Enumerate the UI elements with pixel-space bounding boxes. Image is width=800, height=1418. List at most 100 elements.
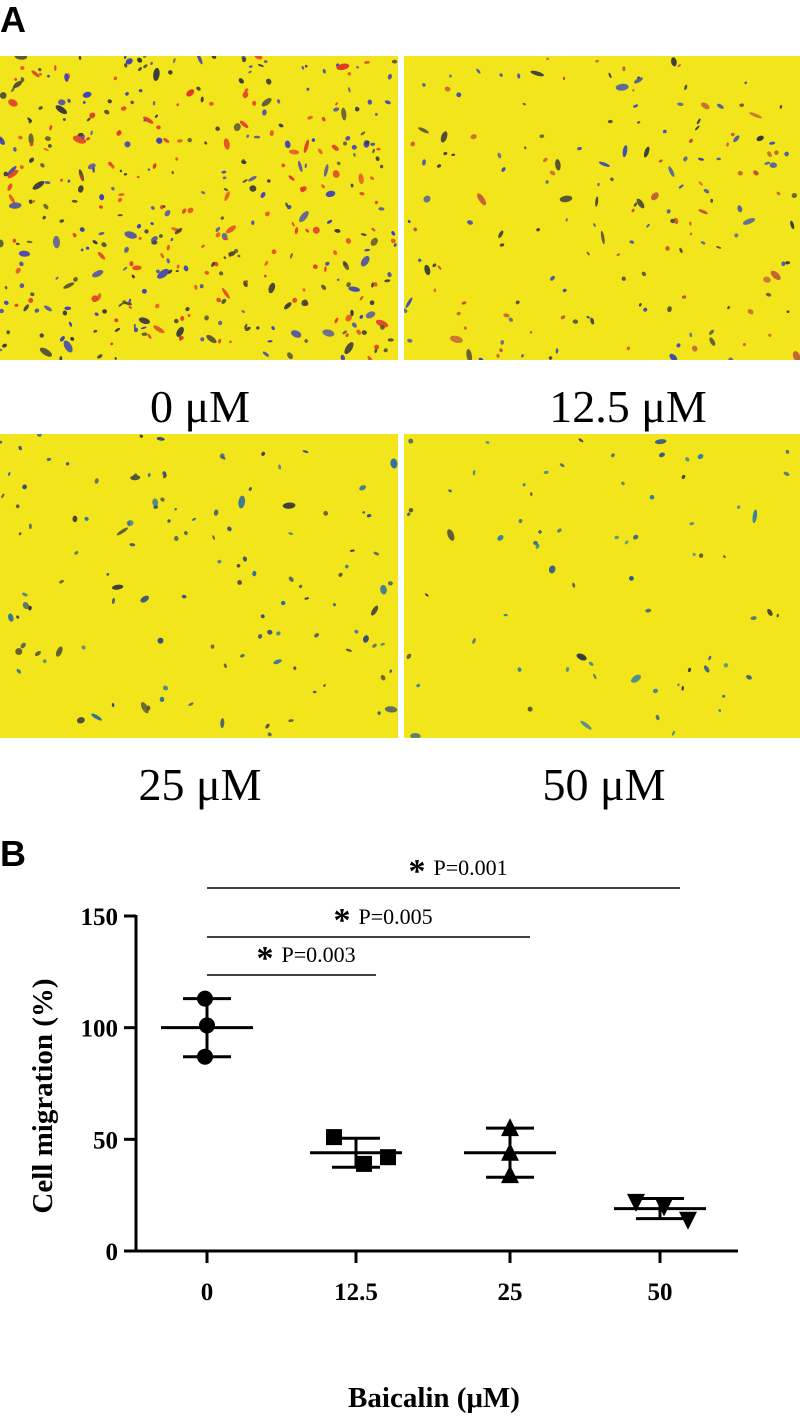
- stained-cell: [146, 705, 151, 711]
- stained-cell: [776, 191, 781, 196]
- stained-cell: [380, 584, 387, 595]
- p-value-label: P=0.003: [282, 942, 356, 967]
- stained-cell: [373, 551, 380, 556]
- stained-cell: [8, 202, 22, 209]
- stained-cell: [522, 102, 526, 106]
- stained-cell: [156, 269, 160, 274]
- stained-cell: [637, 121, 641, 124]
- significance-star: *: [257, 940, 274, 977]
- stained-cell: [643, 146, 650, 158]
- y-tick-label: 150: [81, 904, 119, 931]
- stained-cell: [144, 229, 149, 234]
- stained-cell: [444, 86, 451, 92]
- stained-cell: [79, 227, 85, 232]
- stained-cell: [31, 70, 40, 78]
- stained-cell: [81, 645, 86, 650]
- stained-cell: [54, 65, 57, 71]
- stained-cell: [196, 56, 203, 65]
- stained-cell: [765, 292, 772, 297]
- stained-cell: [786, 310, 790, 314]
- stained-cell: [655, 714, 660, 721]
- stained-cell: [26, 240, 33, 244]
- stained-cell: [111, 597, 116, 604]
- stained-cell: [304, 64, 308, 68]
- stained-cell: [472, 638, 476, 644]
- stained-cell: [278, 464, 282, 470]
- stained-cell: [344, 342, 354, 355]
- stained-cell: [239, 120, 249, 129]
- stained-cell: [20, 66, 25, 70]
- stained-cell: [166, 258, 170, 264]
- stained-cell: [703, 188, 710, 194]
- stained-cell: [129, 261, 134, 267]
- stained-cell: [335, 102, 339, 106]
- stained-cell: [317, 148, 323, 155]
- stained-cell: [124, 231, 137, 239]
- stained-cell: [652, 688, 659, 694]
- stained-cell: [391, 59, 398, 64]
- stained-cell: [351, 144, 357, 150]
- stained-cell: [697, 453, 704, 460]
- micrograph-25uM: [0, 434, 398, 738]
- stained-cell: [222, 176, 227, 180]
- stained-cell: [276, 631, 281, 636]
- stained-cell: [621, 276, 626, 281]
- stained-cell: [260, 192, 266, 198]
- stained-cell: [323, 510, 329, 516]
- stained-cell: [237, 580, 242, 585]
- stained-cell: [466, 348, 473, 360]
- stained-cell: [501, 167, 506, 172]
- stained-cell: [147, 168, 151, 171]
- stained-cell: [59, 579, 64, 584]
- stained-cell: [389, 669, 393, 673]
- stained-cell: [321, 184, 325, 189]
- stained-cell: [97, 354, 103, 359]
- stained-cell: [557, 528, 562, 533]
- stained-cell: [413, 227, 418, 232]
- stained-cell: [159, 696, 165, 702]
- stained-cell: [248, 65, 253, 68]
- stained-cell: [221, 170, 227, 174]
- stained-cell: [306, 87, 310, 91]
- stained-cell: [649, 494, 655, 500]
- stained-cell: [245, 280, 249, 284]
- stained-cell: [152, 163, 157, 169]
- stained-cell: [223, 237, 229, 241]
- stained-cell: [167, 269, 173, 274]
- stained-cell: [542, 157, 548, 163]
- stained-cell: [360, 233, 367, 236]
- stained-cell: [59, 219, 65, 223]
- stained-cell: [80, 248, 84, 252]
- stained-cell: [681, 474, 686, 480]
- stained-cell: [248, 487, 252, 491]
- stained-cell: [417, 258, 422, 263]
- stained-cell: [783, 471, 790, 476]
- stained-cell: [111, 187, 115, 191]
- stained-cell: [0, 92, 7, 99]
- stained-cell: [723, 555, 726, 559]
- stained-cell: [753, 170, 759, 176]
- stained-cell: [359, 314, 364, 319]
- stained-cell: [249, 185, 257, 192]
- stained-cell: [52, 235, 61, 249]
- stained-cell: [7, 472, 11, 476]
- stained-cell: [101, 242, 107, 248]
- stained-cell: [28, 297, 34, 303]
- stained-cell: [393, 243, 397, 247]
- stained-cell: [14, 303, 19, 307]
- label-25uM: 25 μM: [138, 759, 262, 810]
- stained-cell: [55, 646, 63, 657]
- stained-cell: [595, 59, 599, 63]
- stained-cell: [548, 565, 556, 574]
- stained-cell: [187, 137, 192, 143]
- stained-cell: [781, 261, 786, 267]
- stained-cell: [150, 222, 154, 226]
- panel-b-letter: B: [0, 833, 26, 874]
- stained-cell: [99, 194, 105, 201]
- stained-cell: [685, 457, 690, 462]
- micrograph-12-5uM-cells: [404, 57, 800, 360]
- stained-cell: [364, 61, 370, 64]
- stained-cell: [722, 694, 726, 698]
- stained-cell: [32, 199, 36, 203]
- stained-cell: [117, 198, 123, 202]
